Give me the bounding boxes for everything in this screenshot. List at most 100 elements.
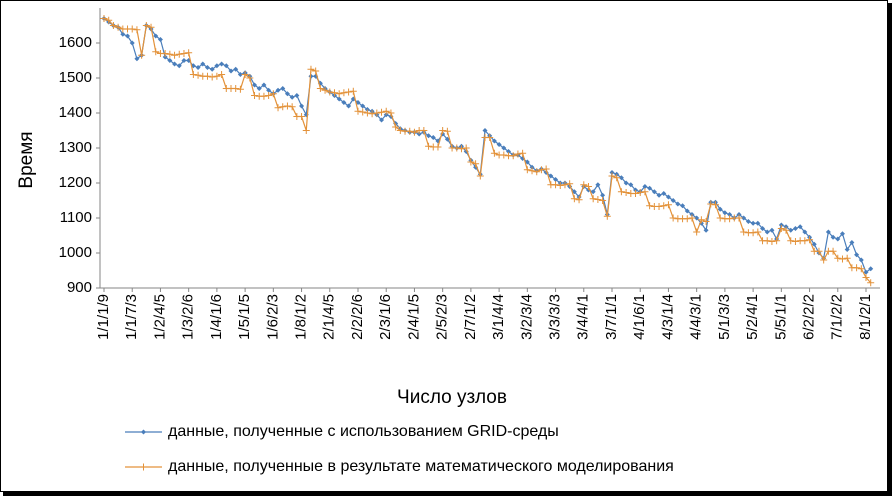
- x-tick-label: 4/3/1/4: [659, 294, 676, 340]
- y-tick-label: 1400: [59, 104, 92, 121]
- x-tick-label: 1/6/2/3: [264, 294, 281, 340]
- x-tick-label: 4/4/3/1: [688, 294, 705, 340]
- data-point: [553, 177, 559, 182]
- data-point: [741, 215, 747, 221]
- x-tick-label: 3/1/4/4: [490, 294, 507, 340]
- data-point: [537, 166, 545, 174]
- data-point: [114, 23, 122, 31]
- data-point: [213, 72, 221, 80]
- data-point: [420, 127, 428, 134]
- data-point: [185, 49, 193, 57]
- data-point: [722, 210, 728, 216]
- data-point: [396, 127, 404, 134]
- data-point: [453, 144, 461, 152]
- data-point: [548, 173, 554, 179]
- y-tick-label: 1500: [59, 69, 92, 86]
- data-point: [755, 220, 761, 226]
- data-point: [307, 65, 315, 73]
- data-point: [490, 149, 498, 157]
- data-point: [651, 189, 657, 195]
- x-tick-label: 2/3/1/6: [377, 294, 394, 340]
- data-point: [134, 56, 140, 62]
- y-tick-label: 1200: [59, 174, 92, 191]
- data-point: [838, 255, 846, 263]
- data-point: [218, 71, 226, 78]
- data-point: [514, 150, 522, 158]
- data-point: [241, 71, 249, 78]
- data-point: [594, 195, 602, 203]
- data-point: [189, 71, 197, 78]
- x-tick-label: 2/2/2/6: [349, 294, 366, 340]
- data-point: [760, 226, 766, 231]
- data-point: [693, 228, 701, 236]
- x-tick-label: 8/1/2/1: [857, 294, 874, 340]
- data-point: [321, 86, 329, 94]
- data-point: [533, 168, 541, 176]
- data-point: [392, 123, 400, 131]
- x-tick-label: 1/8/1/2: [293, 294, 310, 340]
- data-point: [120, 31, 126, 37]
- x-tick-label: 2/7/1/2: [462, 294, 479, 340]
- data-point: [336, 96, 342, 102]
- data-point: [467, 158, 475, 166]
- data-point: [608, 172, 616, 180]
- y-tick-label: 1600: [59, 34, 92, 51]
- data-point: [410, 128, 418, 136]
- data-point: [688, 214, 696, 222]
- data-point: [430, 135, 436, 140]
- data-point: [655, 202, 663, 210]
- data-point: [166, 50, 174, 58]
- y-tick-label: 1000: [59, 244, 92, 261]
- data-point: [157, 37, 163, 42]
- data-point: [180, 50, 188, 57]
- data-point: [251, 92, 259, 99]
- data-point: [387, 109, 395, 117]
- data-point: [603, 212, 611, 220]
- y-axis-title: Время: [16, 131, 37, 188]
- legend-marker: [140, 463, 147, 471]
- data-point: [233, 66, 239, 72]
- data-point: [820, 256, 828, 264]
- data-point: [302, 127, 310, 134]
- x-tick-label: 1/1/7/3: [123, 294, 140, 340]
- data-point: [161, 50, 169, 57]
- data-point: [665, 194, 671, 200]
- data-point: [642, 184, 648, 189]
- data-point: [727, 212, 733, 217]
- data-point: [815, 247, 823, 255]
- data-point: [246, 74, 254, 82]
- data-point: [797, 224, 803, 230]
- data-point: [256, 86, 262, 91]
- data-point: [232, 85, 240, 92]
- data-point: [194, 71, 202, 79]
- data-point: [133, 26, 141, 34]
- data-point: [575, 196, 583, 204]
- data-point: [834, 254, 842, 262]
- data-point: [863, 269, 869, 275]
- data-point: [702, 218, 710, 225]
- data-point: [138, 51, 146, 59]
- data-point: [806, 236, 814, 244]
- y-tick-label: 1300: [59, 139, 92, 156]
- data-point: [717, 206, 723, 212]
- data-point: [486, 134, 494, 141]
- data-point: [862, 274, 870, 281]
- x-tick-label: 3/3/3/3: [547, 294, 564, 340]
- legend-label: данные, полученные в результате математи…: [168, 458, 674, 475]
- data-point: [622, 188, 630, 196]
- data-point: [204, 65, 210, 70]
- x-tick-label: 1/2/4/5: [151, 294, 168, 340]
- data-point: [740, 228, 748, 236]
- data-point: [476, 172, 484, 180]
- data-point: [496, 142, 502, 147]
- legend-label: данные, полученные с использованием GRID…: [168, 423, 559, 440]
- x-tick-label: 1/4/1/6: [208, 294, 225, 340]
- data-point: [683, 215, 691, 223]
- data-point: [346, 103, 352, 109]
- data-point: [769, 227, 775, 233]
- x-tick-label: 2/1/4/5: [321, 294, 338, 340]
- data-point: [279, 103, 287, 111]
- x-tick-label: 5/1/3/3: [716, 294, 733, 340]
- data-point: [636, 188, 644, 196]
